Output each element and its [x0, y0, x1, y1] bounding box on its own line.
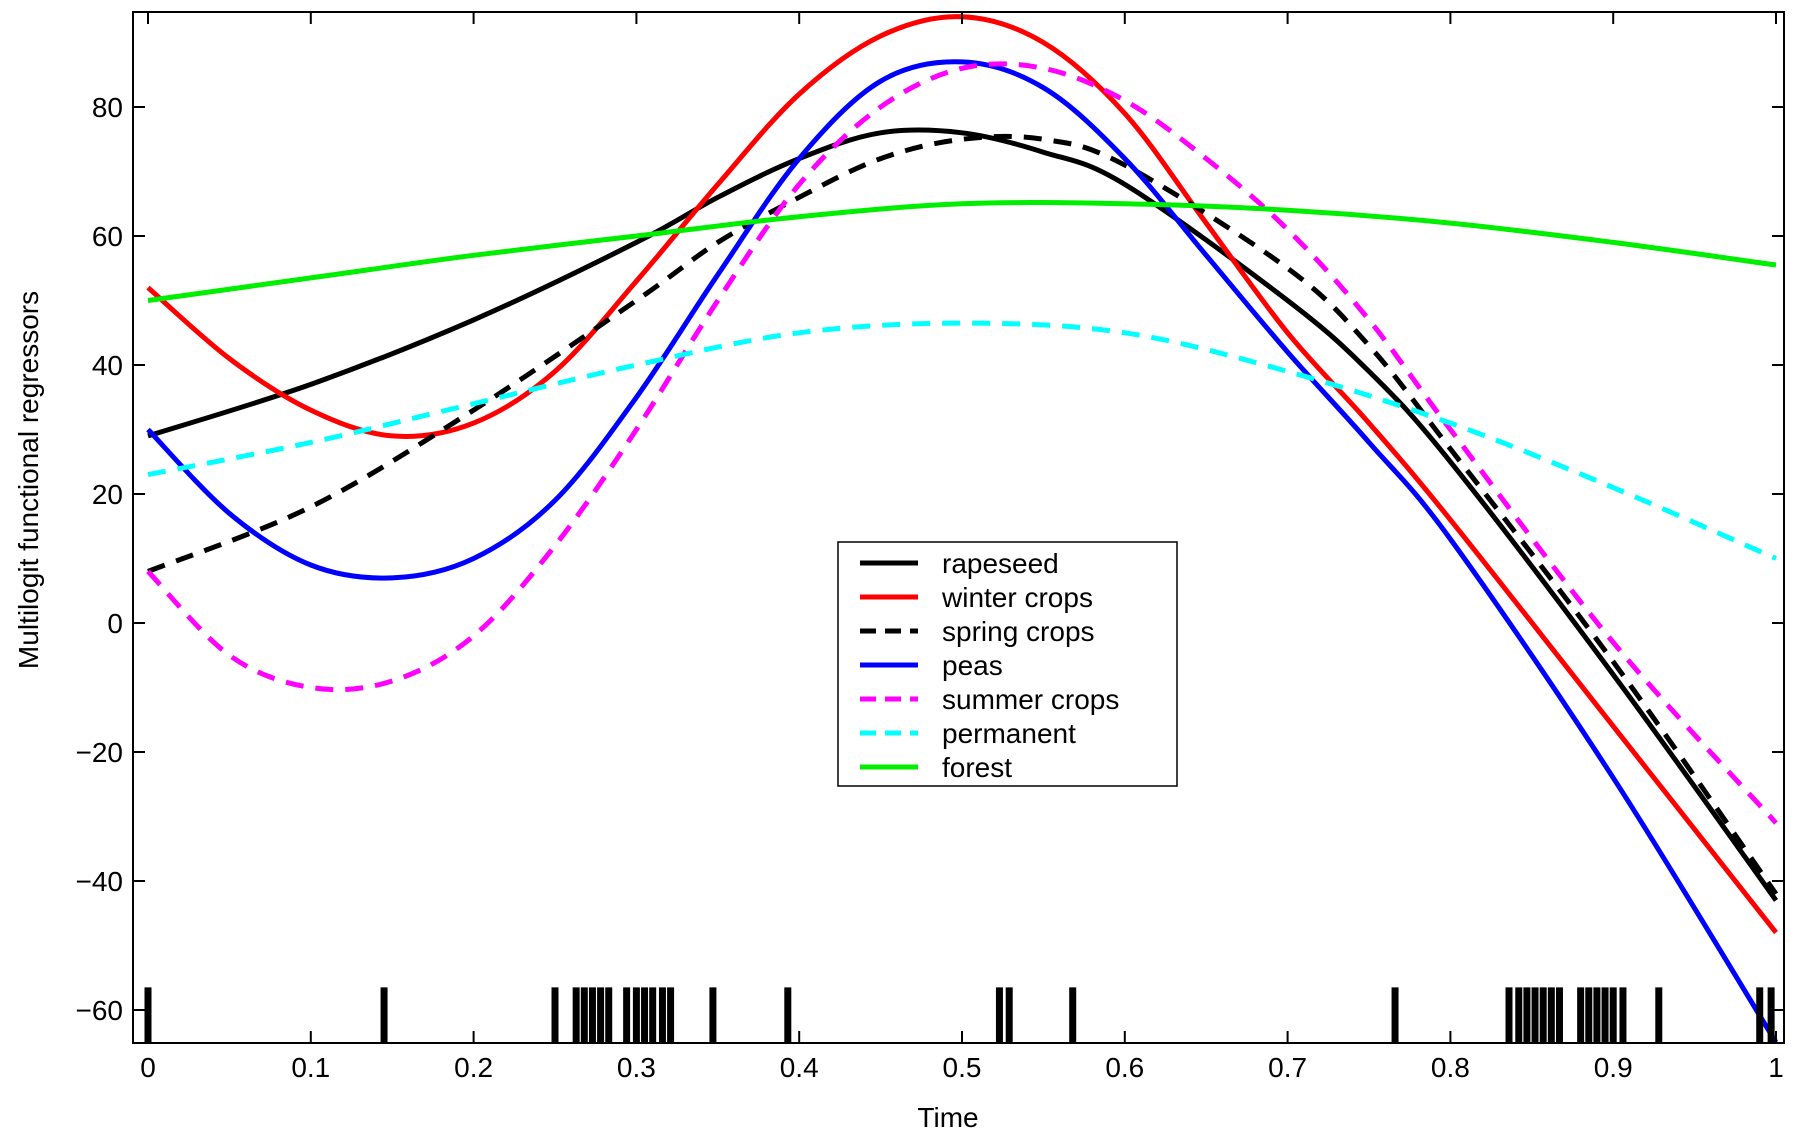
x-tick-label: 0.1 — [291, 1052, 330, 1083]
y-tick-label: −40 — [76, 866, 124, 897]
series-line-spring-crops — [147, 133, 1779, 896]
y-tick-label: 60 — [92, 221, 123, 252]
y-tick-label: −60 — [76, 995, 124, 1026]
axis-ticks: 0 0.1 0.2 0.3 0.4 0.5 0.6 0.7 0.8 0.9 1 −60 −40 −20 0 2… — [76, 12, 1784, 1083]
x-tick-label: 1 — [1768, 1052, 1784, 1083]
legend-label: summer crops — [942, 684, 1119, 715]
series-lines — [146, 14, 1779, 1044]
x-tick-label: 0.7 — [1268, 1052, 1307, 1083]
series-line-permanent — [147, 320, 1777, 561]
x-tick-label: 0.5 — [943, 1052, 982, 1083]
plot-frame — [132, 11, 1785, 1044]
x-tick-label: 0.4 — [780, 1052, 819, 1083]
legend-label: forest — [942, 752, 1012, 783]
legend-label: spring crops — [942, 616, 1095, 647]
x-tick-label: 0 — [140, 1052, 156, 1083]
series-line-winter-crops — [146, 14, 1778, 935]
y-tick-label: 40 — [92, 350, 123, 381]
x-axis-label: Time — [917, 1102, 978, 1133]
y-axis-label: Multilogit functional regressors — [13, 291, 44, 669]
series-line-summer-crops — [146, 61, 1778, 825]
legend-label: rapeseed — [942, 548, 1059, 579]
series-line-peas — [146, 59, 1779, 1044]
legend-label: winter crops — [941, 582, 1093, 613]
x-tick-label: 0.8 — [1431, 1052, 1470, 1083]
x-tick-label: 0.2 — [454, 1052, 493, 1083]
legend-label: permanent — [942, 718, 1076, 749]
time-rug — [144, 987, 1775, 1043]
series-line-forest — [147, 200, 1777, 303]
legend-label: peas — [942, 650, 1003, 681]
y-tick-label: 0 — [107, 608, 123, 639]
x-tick-label: 0.6 — [1105, 1052, 1144, 1083]
y-tick-label: −20 — [76, 737, 124, 768]
x-tick-label: 0.3 — [617, 1052, 656, 1083]
y-tick-label: 20 — [92, 479, 123, 510]
x-tick-label: 0.9 — [1594, 1052, 1633, 1083]
y-tick-label: 80 — [92, 92, 123, 123]
